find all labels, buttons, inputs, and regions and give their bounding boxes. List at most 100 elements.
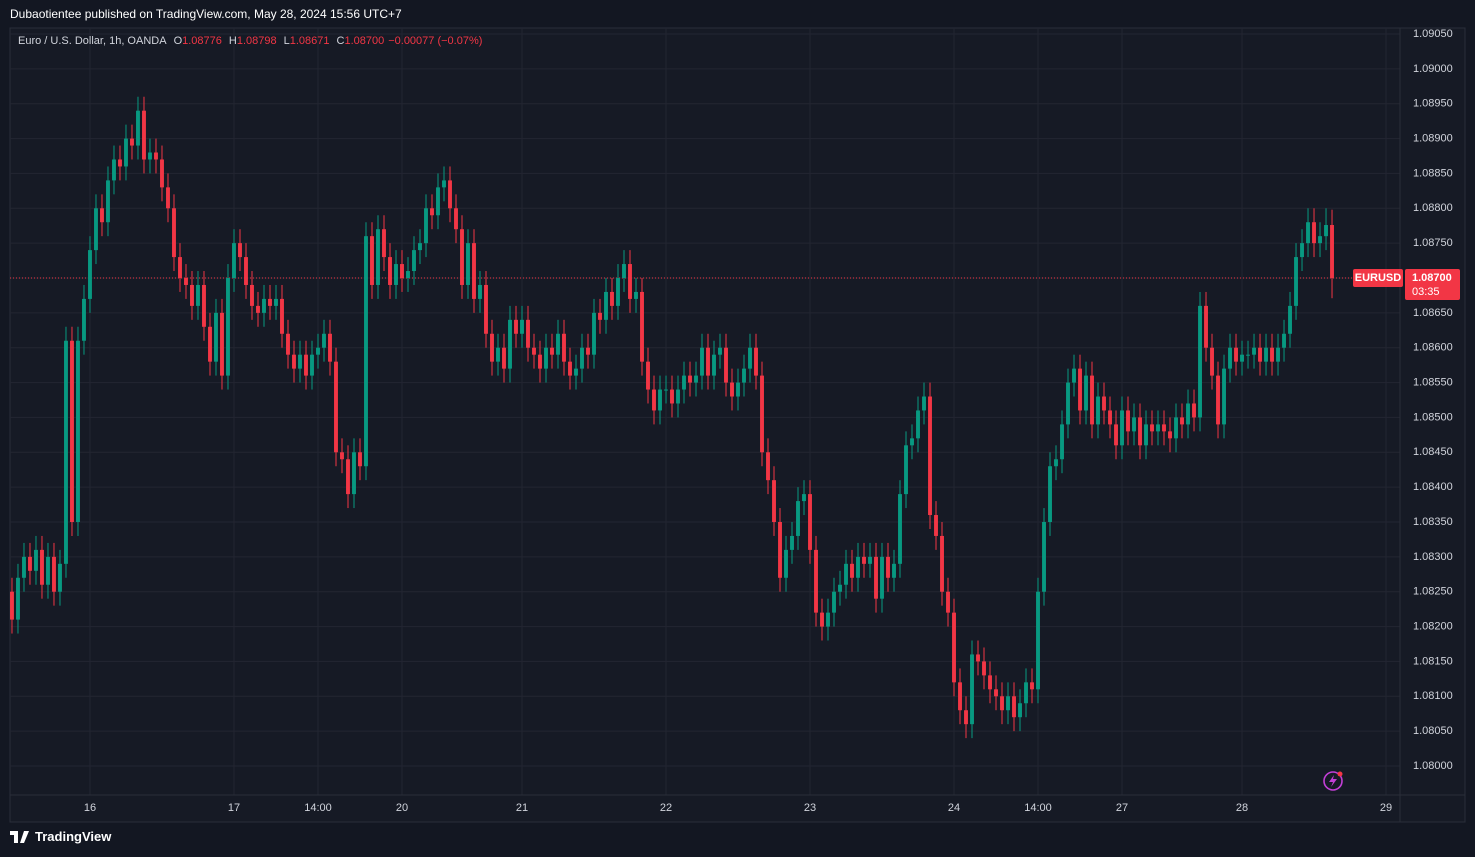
candle-body bbox=[232, 243, 236, 278]
symbol-label: EURUSD bbox=[1355, 272, 1402, 284]
candle-body bbox=[268, 298, 272, 306]
candle-body bbox=[604, 291, 608, 320]
y-tick-label: 1.08650 bbox=[1413, 307, 1453, 319]
candle-body bbox=[448, 180, 452, 209]
candle-body bbox=[394, 264, 398, 285]
ohlc-value: 1.08798 bbox=[236, 35, 277, 47]
candle-body bbox=[214, 312, 218, 362]
candle-body bbox=[1186, 403, 1190, 425]
x-tick-label: 29 bbox=[1380, 802, 1392, 814]
candle-body bbox=[94, 208, 98, 251]
y-tick-label: 1.08500 bbox=[1413, 411, 1453, 423]
candle-body bbox=[40, 549, 44, 585]
candle-body bbox=[586, 347, 590, 355]
candle-body bbox=[388, 257, 392, 285]
candle-body bbox=[1258, 347, 1262, 362]
candle-body bbox=[88, 250, 92, 299]
alert-bolt bbox=[1329, 775, 1337, 787]
candle-body bbox=[538, 354, 542, 369]
candle-body bbox=[658, 389, 662, 411]
candle-body bbox=[910, 438, 914, 446]
candle-body bbox=[1300, 243, 1304, 258]
candle-body bbox=[982, 661, 986, 676]
y-tick-label: 1.08450 bbox=[1413, 446, 1453, 458]
x-tick-label: 21 bbox=[516, 802, 528, 814]
candle-body bbox=[220, 312, 224, 376]
candle-body bbox=[226, 277, 230, 376]
last-price-label: 1.08700 bbox=[1412, 272, 1452, 284]
candle-body bbox=[622, 264, 626, 278]
x-tick-label: 27 bbox=[1116, 802, 1128, 814]
candle-body bbox=[1162, 424, 1166, 432]
candle-body bbox=[1048, 466, 1052, 522]
candle-body bbox=[244, 257, 248, 285]
candle-body bbox=[328, 333, 332, 362]
candle-body bbox=[958, 682, 962, 711]
candle-body bbox=[28, 556, 32, 571]
candle-body bbox=[934, 515, 938, 536]
candle-body bbox=[928, 396, 932, 516]
candle-body bbox=[64, 340, 68, 564]
price-badge bbox=[1405, 268, 1460, 300]
candle-body bbox=[790, 535, 794, 550]
x-tick-label: 14:00 bbox=[304, 802, 332, 814]
candle-body bbox=[1036, 591, 1040, 690]
candle-body bbox=[412, 250, 416, 272]
ohlc-value: 1.08776 bbox=[182, 35, 222, 47]
candle-body bbox=[916, 410, 920, 439]
candle-body bbox=[334, 361, 338, 453]
candle-body bbox=[1192, 403, 1196, 418]
candle-body bbox=[676, 389, 680, 404]
y-tick-label: 1.08850 bbox=[1413, 167, 1453, 179]
candle-body bbox=[184, 277, 188, 285]
y-tick-label: 1.08550 bbox=[1413, 376, 1453, 388]
candle-body bbox=[1108, 410, 1112, 425]
candle-body bbox=[748, 347, 752, 369]
candle-body bbox=[1114, 424, 1118, 446]
candle-body bbox=[1120, 410, 1124, 446]
candle-body bbox=[418, 243, 422, 251]
candle-body bbox=[202, 284, 206, 327]
candle-body bbox=[262, 298, 266, 313]
candle-body bbox=[640, 291, 644, 362]
candle-body bbox=[382, 229, 386, 258]
candle-body bbox=[436, 187, 440, 216]
y-tick-label: 1.08250 bbox=[1413, 586, 1453, 598]
y-tick-label: 1.08300 bbox=[1413, 551, 1453, 563]
candle-body bbox=[610, 291, 614, 306]
candle-body bbox=[670, 389, 674, 404]
y-tick-label: 1.09000 bbox=[1413, 63, 1453, 75]
candle-body bbox=[886, 556, 890, 578]
candle-body bbox=[430, 208, 434, 216]
candle-body bbox=[124, 138, 128, 167]
candle-body bbox=[1174, 417, 1178, 439]
candle-body bbox=[796, 501, 800, 536]
candle-body bbox=[52, 556, 56, 592]
candle-body bbox=[550, 347, 554, 355]
candle-body bbox=[742, 368, 746, 383]
candle-body bbox=[250, 284, 254, 306]
candle-body bbox=[754, 347, 758, 376]
candle-body bbox=[634, 291, 638, 299]
x-tick-label: 17 bbox=[228, 802, 240, 814]
candle-body bbox=[868, 556, 872, 564]
y-tick-label: 1.08050 bbox=[1413, 725, 1453, 737]
candle-body bbox=[1138, 417, 1142, 446]
axes: 1.09050 1.09000 1.08950 1.08900 1.08850 1.088… bbox=[84, 28, 1460, 814]
candle-body bbox=[424, 208, 428, 244]
candle-body bbox=[478, 284, 482, 299]
candle-body bbox=[1066, 382, 1070, 425]
candle-body bbox=[1288, 305, 1292, 334]
alert-icon[interactable] bbox=[1323, 771, 1343, 791]
grid bbox=[10, 28, 1400, 795]
y-tick-label: 1.08350 bbox=[1413, 516, 1453, 528]
y-tick-label: 1.08600 bbox=[1413, 342, 1453, 354]
candle-body bbox=[1270, 347, 1274, 362]
x-tick-label: 24 bbox=[948, 802, 960, 814]
y-tick-label: 1.09050 bbox=[1413, 28, 1453, 40]
candle-body bbox=[310, 354, 314, 376]
y-tick-label: 1.08900 bbox=[1413, 132, 1453, 144]
candle-body bbox=[508, 319, 512, 369]
candle-body bbox=[1102, 396, 1106, 411]
candle-body bbox=[946, 591, 950, 613]
